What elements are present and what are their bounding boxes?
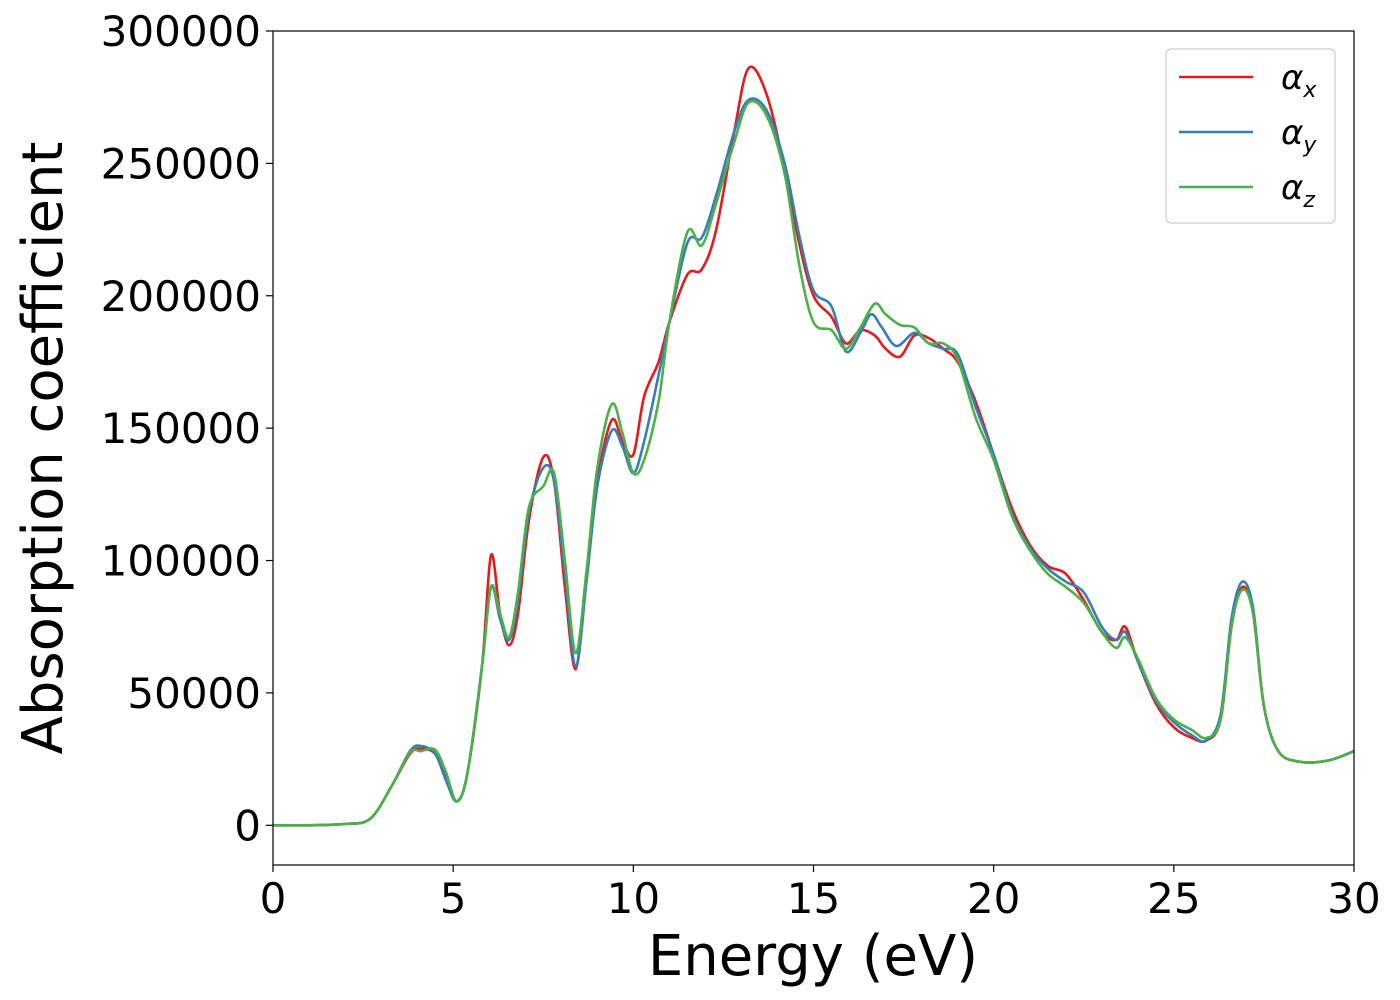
x-axis-title: Energy (eV)	[648, 924, 978, 989]
legend-box	[1165, 48, 1336, 224]
x-tick-label: 20	[967, 874, 1020, 923]
x-tick-label: 25	[1147, 874, 1200, 923]
x-tick-label: 30	[1327, 874, 1380, 923]
x-axis: 0 5 10 15 20 25 30	[260, 865, 1381, 923]
x-tick-label: 5	[440, 874, 467, 923]
y-tick-label: 300000	[101, 7, 261, 56]
series-layer	[272, 65, 1355, 827]
y-tick-label: 0	[234, 801, 261, 850]
y-tick-label: 50000	[127, 669, 261, 718]
y-tick-label: 250000	[101, 139, 261, 188]
y-axis-title: Absorption coefficient	[11, 142, 76, 755]
x-tick-label: 10	[607, 874, 660, 923]
y-tick-label: 150000	[101, 404, 261, 453]
series-line-alpha-z	[272, 99, 1355, 827]
y-tick-label: 200000	[101, 272, 261, 321]
x-tick-label: 0	[260, 874, 287, 923]
y-axis: 0 50000 100000 150000 200000 250000 300000	[101, 7, 273, 850]
x-tick-label: 15	[787, 874, 840, 923]
y-tick-label: 100000	[101, 537, 261, 586]
